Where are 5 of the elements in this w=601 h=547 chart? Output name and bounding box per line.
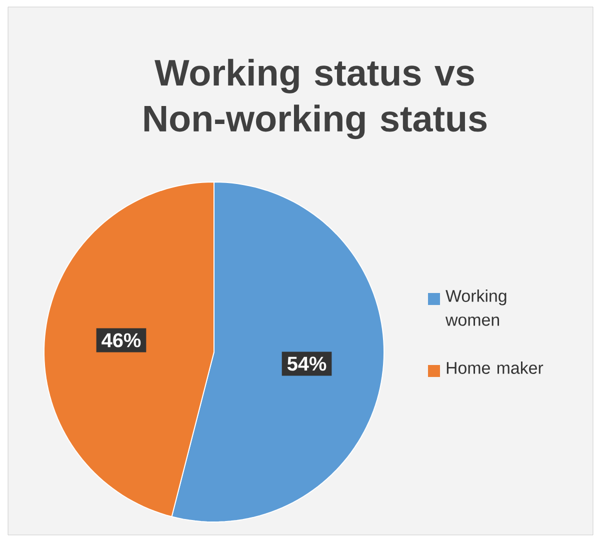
chart-title: Working status vs Non-working status bbox=[144, 58, 487, 140]
data-label: 54% bbox=[287, 356, 326, 371]
legend-label: Working women bbox=[445, 290, 506, 326]
data-label: 46% bbox=[102, 333, 141, 348]
legend-label: Home maker bbox=[446, 362, 544, 374]
